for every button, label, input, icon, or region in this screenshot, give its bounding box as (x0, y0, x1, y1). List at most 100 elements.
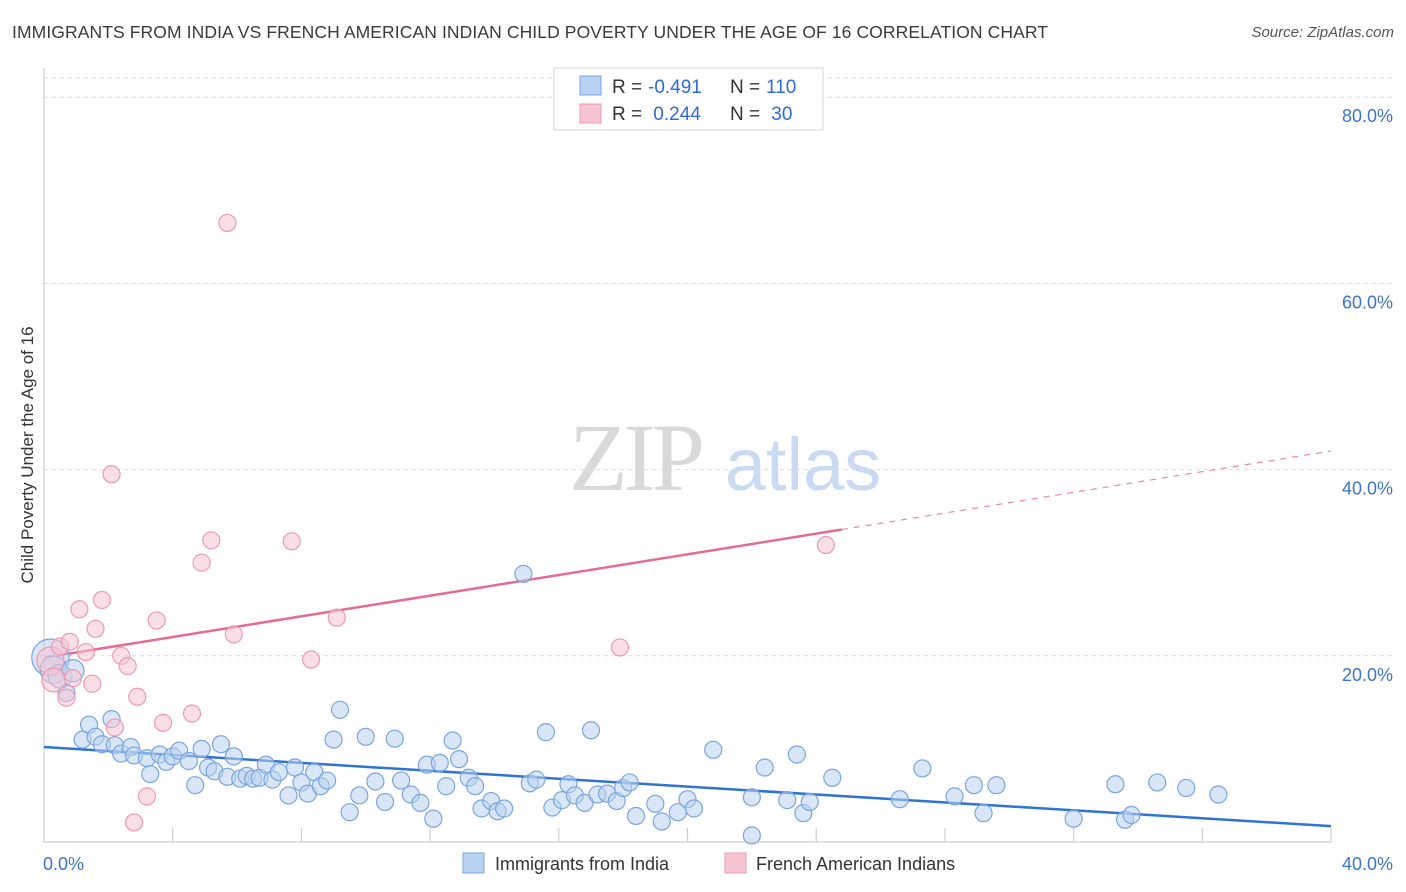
correlation-legend: R = -0.491 N = 110 R = 0.244 N = 30 (553, 67, 824, 131)
india-point-47 (366, 772, 385, 791)
french-point-4 (63, 669, 83, 688)
india-point-60 (466, 777, 485, 796)
french-point-14 (128, 687, 147, 706)
india-point-92 (800, 792, 819, 812)
french-point-13 (118, 656, 137, 676)
french-point-23 (282, 532, 301, 551)
india-point-25 (211, 735, 231, 754)
bottom-legend-swatch-india (462, 852, 485, 874)
x-tick-label-1: 40.0% (1342, 854, 1393, 874)
french-point-17 (153, 713, 173, 732)
india-point-43 (330, 700, 350, 719)
y-tick-label-0: 20.0% (1342, 665, 1393, 685)
india-point-81 (646, 794, 665, 813)
french-point-10 (102, 465, 121, 484)
india-point-103 (1122, 805, 1141, 825)
india-point-74 (581, 721, 601, 740)
legend-n-value-pink: 30 (766, 104, 792, 125)
series-legend: Immigrants from India French American In… (462, 852, 955, 874)
india-point-41 (318, 771, 337, 790)
french-point-16 (147, 611, 166, 630)
x-tick-labels: 0.0% 40.0% (43, 854, 1393, 874)
legend-swatch-blue (579, 75, 602, 96)
india-point-55 (430, 753, 449, 772)
india-point-45 (350, 786, 369, 805)
india-point-82 (652, 812, 671, 831)
india-point-89 (778, 791, 797, 810)
india-point-95 (913, 759, 932, 778)
india-point-105 (1177, 778, 1196, 798)
india-point-98 (974, 804, 993, 823)
india-point-94 (890, 790, 909, 809)
india-point-87 (742, 788, 761, 807)
india-point-22 (192, 739, 211, 759)
india-point-86 (704, 740, 723, 759)
french-point-18 (182, 704, 202, 723)
french-point-5 (70, 600, 89, 619)
india-point-67 (527, 770, 546, 789)
india-point-101 (1106, 775, 1125, 794)
legend-r-label-blue: R = (612, 77, 642, 98)
french-point-15 (137, 787, 157, 806)
chart-title: IMMIGRANTS FROM INDIA VS FRENCH AMERICAN… (12, 22, 1049, 42)
india-point-48 (375, 792, 395, 812)
india-point-54 (424, 809, 443, 828)
india-point-100 (1064, 809, 1083, 828)
y-tick-label-3: 80.0% (1342, 106, 1393, 126)
india-point-85 (684, 799, 704, 818)
legend-n-value-blue: 110 (766, 77, 796, 98)
legend-swatch-pink (579, 103, 602, 124)
india-point-68 (536, 723, 556, 742)
india-point-80 (626, 806, 646, 826)
india-point-57 (443, 731, 462, 750)
india-point-42 (324, 730, 343, 749)
india-point-65 (514, 564, 533, 583)
india-point-93 (823, 768, 842, 787)
french-point-20 (202, 531, 221, 550)
french-point-26 (610, 638, 630, 657)
french-point-7 (83, 674, 102, 693)
bottom-legend-label-french: French American Indians (756, 854, 955, 874)
india-point-106 (1209, 785, 1228, 804)
french-point-27 (816, 535, 835, 555)
y-axis-label: Child Poverty Under the Age of 16 (18, 326, 37, 583)
india-point-20 (179, 751, 198, 771)
legend-r-label-pink: R = (612, 104, 642, 125)
india-point-35 (279, 786, 298, 805)
india-point-107 (742, 826, 761, 845)
french-point-21 (218, 213, 237, 233)
y-tick-labels: 20.0% 40.0% 60.0% 80.0% (1342, 106, 1393, 685)
india-point-90 (787, 745, 806, 764)
french-point-25 (327, 608, 346, 627)
french-trend-line (43, 528, 843, 659)
legend-n-label-blue: N = (730, 77, 760, 98)
india-point-15 (141, 764, 160, 784)
india-point-64 (495, 799, 514, 818)
french-point-22 (224, 625, 243, 644)
watermark-atlas: atlas (725, 423, 881, 506)
legend-r-value-blue: -0.491 (648, 77, 702, 98)
french-point-9 (92, 590, 112, 610)
india-point-52 (411, 793, 430, 813)
india-point-56 (437, 777, 456, 796)
french-point-24 (301, 650, 321, 669)
french-point-11 (105, 718, 124, 737)
french-point-19 (192, 553, 211, 572)
india-point-49 (385, 729, 404, 748)
india-point-27 (224, 747, 243, 766)
india-point-96 (945, 787, 964, 806)
india-point-50 (392, 771, 411, 790)
y-tick-label-1: 40.0% (1342, 479, 1393, 499)
india-point-99 (987, 776, 1006, 795)
india-point-46 (356, 727, 375, 746)
french-point-3 (60, 632, 79, 651)
french-point-28 (124, 813, 144, 832)
india-point-21 (186, 776, 205, 795)
india-point-44 (340, 803, 359, 822)
french-point-29 (57, 688, 76, 707)
legend-r-value-pink: 0.244 (648, 104, 701, 125)
india-point-34 (269, 763, 288, 782)
india-point-88 (755, 758, 774, 777)
bottom-legend-swatch-french (724, 852, 747, 874)
